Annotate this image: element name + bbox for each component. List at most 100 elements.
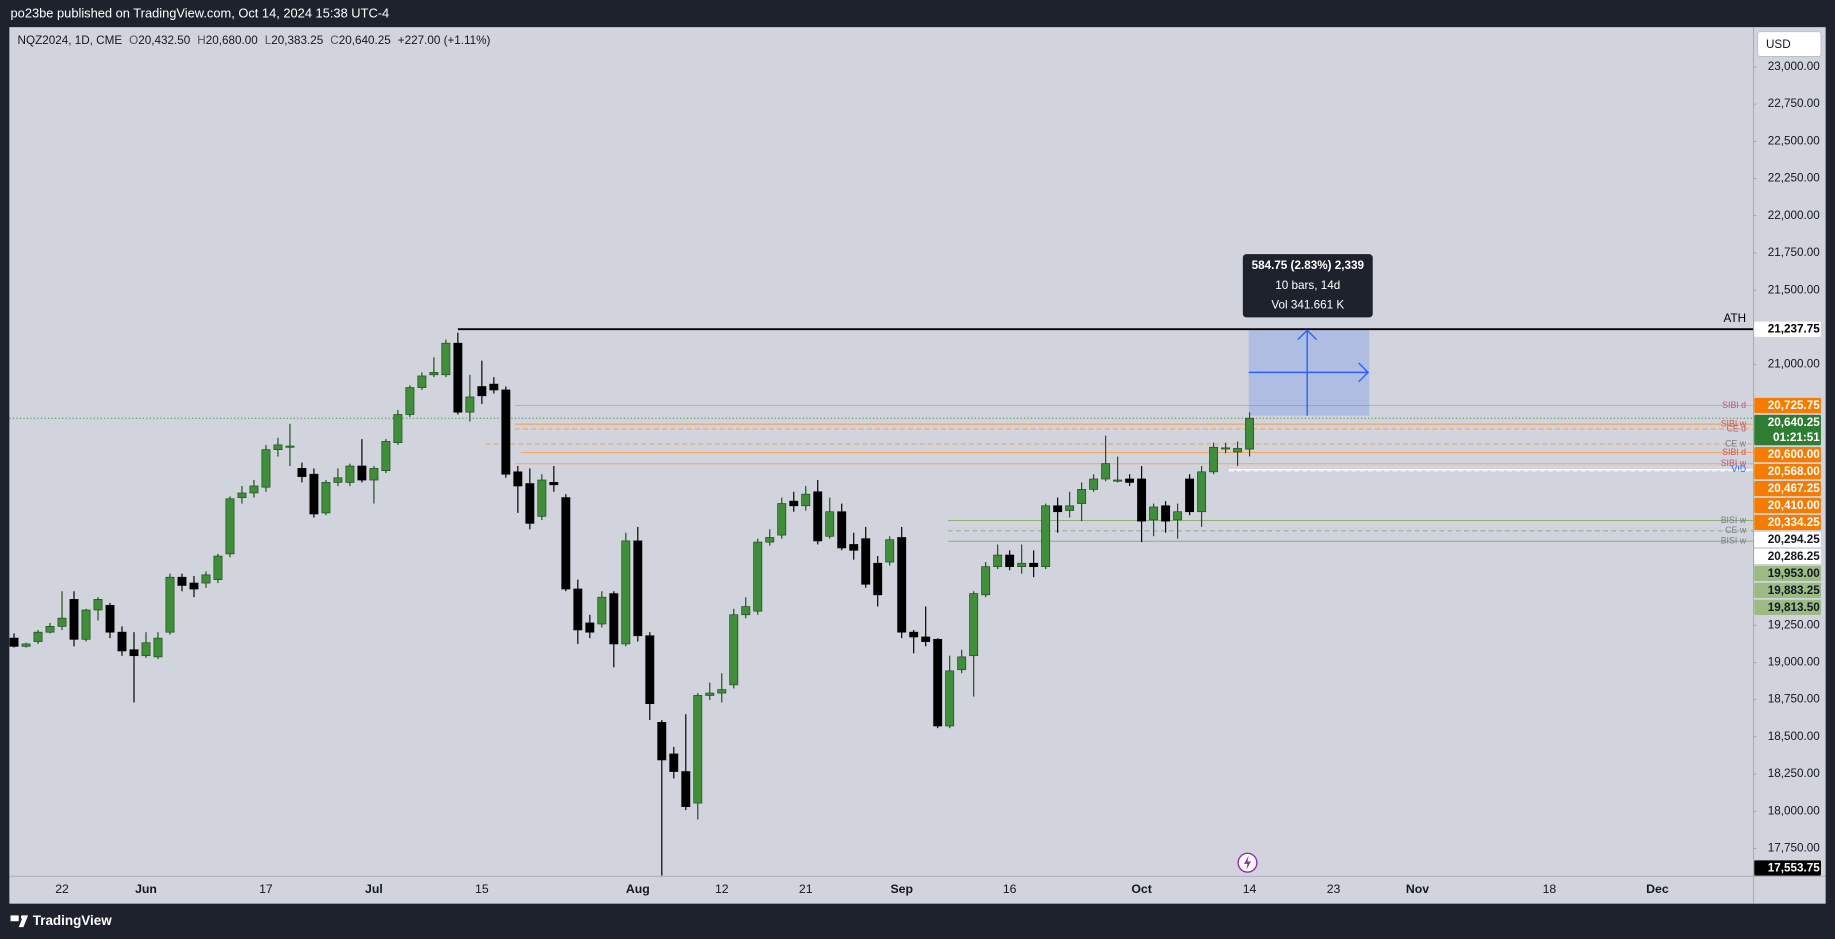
candle-body: [153, 637, 163, 658]
candle-body: [717, 689, 727, 694]
currency-button[interactable]: [1757, 31, 1822, 57]
candle-body: [129, 649, 139, 657]
candle-body: [1089, 478, 1099, 490]
price-label-text: 20,334.25: [1768, 516, 1820, 529]
ohlc-key: H: [197, 34, 205, 47]
price-label-text: 20,294.25: [1768, 533, 1820, 546]
candle-body: [933, 638, 943, 727]
ohlc-key: O: [129, 34, 138, 47]
candle-body: [729, 614, 739, 686]
price-label-text: 19,883.25: [1768, 584, 1820, 597]
level-label: SIBI d: [1722, 400, 1746, 410]
candle-body: [477, 386, 487, 397]
candle-body: [897, 537, 907, 633]
x-tick-label: 17: [259, 882, 273, 896]
y-tick-label: 19,000.00: [1768, 655, 1820, 668]
last-price-label: [1754, 414, 1821, 446]
candle-body: [741, 606, 751, 616]
candle-body: [969, 593, 979, 657]
candle-body: [213, 555, 223, 580]
level-label: CE w: [1725, 438, 1747, 448]
price-label: [1754, 497, 1821, 514]
level-label: ATH: [1724, 312, 1747, 325]
lightning-icon[interactable]: [1244, 855, 1252, 870]
candle-body: [177, 576, 187, 586]
candle-body: [273, 444, 283, 450]
candle-body: [405, 387, 415, 415]
candle-body: [537, 479, 547, 517]
candle-body: [501, 389, 511, 475]
candle-body: [69, 599, 79, 640]
y-tick-label: 23,000.00: [1768, 60, 1820, 73]
currency[interactable]: USD: [1766, 38, 1791, 51]
price-label: [1754, 582, 1821, 598]
logo-shape: [18, 915, 29, 928]
candle-body: [585, 622, 595, 633]
ohlc-value: 20,383.25: [271, 34, 323, 47]
candle-body: [549, 482, 559, 486]
measure-text: 584.75 (2.83%) 2,339: [1252, 259, 1365, 272]
candle-body: [249, 485, 259, 494]
candle-body: [945, 670, 955, 727]
x-tick-label: Dec: [1646, 882, 1669, 896]
candle-body: [297, 468, 307, 477]
candle-body: [1029, 562, 1039, 568]
x-tick-label: 12: [715, 882, 729, 896]
x-tick-label: 18: [1543, 882, 1557, 896]
candle-body: [261, 449, 271, 488]
candle-body: [561, 497, 571, 590]
candle-body: [861, 538, 871, 585]
candle-body: [141, 642, 151, 657]
level-label: SIBI w: [1721, 419, 1747, 429]
candle-body: [441, 342, 451, 376]
level-label: BISI w: [1721, 536, 1747, 546]
price-label-text: 19,813.50: [1768, 601, 1820, 614]
candle-body: [597, 596, 607, 625]
candle-body: [765, 537, 775, 543]
x-tick-label: Jul: [365, 882, 383, 896]
ohlc-key: C: [330, 34, 338, 47]
candle-body: [645, 635, 655, 704]
low-label: [1754, 860, 1821, 876]
low-label-text: 17,553.75: [1768, 861, 1820, 874]
candle-body: [393, 414, 403, 444]
candle-body: [1077, 489, 1087, 504]
candle-body: [705, 692, 715, 696]
candle-body: [1053, 505, 1063, 513]
candle-body: [1113, 479, 1123, 482]
candle-body: [609, 593, 619, 645]
level-label: CE w: [1725, 525, 1747, 535]
price-axis: 17,750.00 18,000.00 18,250.00 18,500.00 18,7…: [1753, 60, 1821, 876]
measure-tool: [1242, 254, 1373, 416]
candle-body: [921, 636, 931, 642]
price-label: [1754, 463, 1821, 480]
candle-body: [429, 372, 439, 376]
level-label: VID: [1731, 464, 1746, 474]
candle-body: [285, 445, 295, 448]
candle-body: [105, 605, 115, 633]
candle-body: [1005, 554, 1015, 568]
candle-body: [753, 541, 763, 612]
candle-body: [225, 498, 235, 555]
candle-body: [333, 477, 343, 483]
candle-body: [1197, 471, 1207, 513]
candle-body: [849, 544, 859, 551]
price-label: [1754, 565, 1821, 582]
candle-body: [369, 468, 379, 481]
candle-body: [909, 631, 919, 638]
y-tick-label: 22,000.00: [1768, 209, 1820, 222]
y-tick-label: 22,250.00: [1768, 172, 1820, 185]
candle-body: [873, 562, 883, 596]
measure-text: 10 bars, 14d: [1275, 279, 1340, 292]
y-tick-label: 18,500.00: [1768, 730, 1820, 743]
candle-body: [345, 465, 355, 483]
lightning-button[interactable]: [1237, 852, 1258, 873]
candle-body: [885, 539, 895, 563]
x-tick-label: 22: [55, 882, 69, 896]
ohlc-value: 20,640.25: [339, 34, 391, 47]
x-tick-label: 21: [799, 882, 813, 896]
price-label: [1754, 480, 1821, 497]
